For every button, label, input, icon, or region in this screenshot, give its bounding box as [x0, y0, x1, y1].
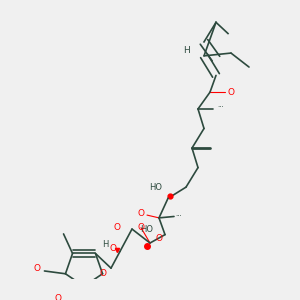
- Text: O: O: [99, 269, 106, 278]
- Text: O: O: [137, 209, 145, 218]
- Text: O: O: [55, 294, 62, 300]
- Text: O: O: [109, 244, 116, 253]
- Text: HO: HO: [140, 225, 154, 234]
- Text: O: O: [137, 223, 145, 232]
- Text: O: O: [34, 264, 40, 273]
- Text: O: O: [113, 223, 121, 232]
- Text: H: H: [102, 240, 108, 249]
- Text: ···: ···: [175, 213, 182, 219]
- Text: O: O: [227, 88, 235, 97]
- Text: ···: ···: [217, 104, 224, 110]
- Text: O: O: [155, 234, 163, 243]
- Text: HO: HO: [149, 183, 163, 192]
- Text: H: H: [183, 46, 189, 55]
